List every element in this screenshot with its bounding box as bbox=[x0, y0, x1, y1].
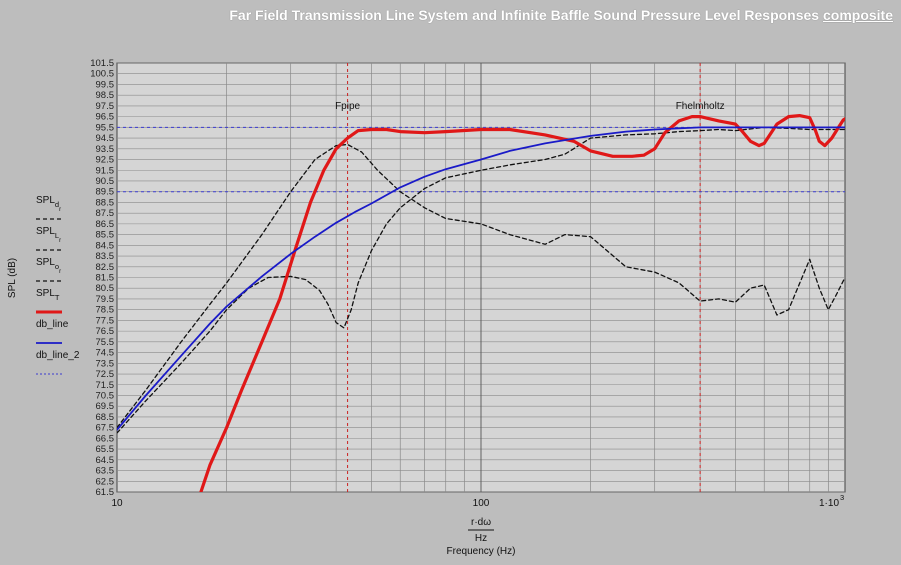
y-tick-label: 76.5 bbox=[96, 326, 115, 337]
legend-label: SPLT bbox=[36, 288, 60, 302]
y-tick-label: 70.5 bbox=[96, 390, 115, 401]
y-tick-label: 80.5 bbox=[96, 283, 115, 294]
y-tick-label: 82.5 bbox=[96, 262, 115, 273]
y-tick-label: 78.5 bbox=[96, 305, 115, 316]
series-line-spl-l bbox=[117, 126, 845, 434]
y-tick-label: 69.5 bbox=[96, 401, 115, 412]
y-tick-label: 81.5 bbox=[96, 273, 115, 284]
series-line-spl-d bbox=[117, 143, 845, 429]
guide-label: Fpipe bbox=[335, 101, 360, 112]
y-tick-label: 90.5 bbox=[96, 176, 115, 187]
series-line-spl-o bbox=[117, 126, 845, 431]
legend-label: db_line bbox=[36, 319, 69, 330]
y-tick-label: 95.5 bbox=[96, 122, 115, 133]
y-tick-label: 84.5 bbox=[96, 240, 115, 251]
y-tick-label: 72.5 bbox=[96, 369, 115, 380]
y-axis-label: SPL (dB) bbox=[7, 258, 18, 298]
y-tick-label: 89.5 bbox=[96, 187, 115, 198]
y-tick-label: 74.5 bbox=[96, 348, 115, 359]
y-tick-label: 75.5 bbox=[96, 337, 115, 348]
chart-title: Far Field Transmission Line System and I… bbox=[229, 7, 893, 23]
legend-label: SPLdr bbox=[36, 195, 61, 213]
y-tick-label: 83.5 bbox=[96, 251, 115, 262]
y-tick-label: 91.5 bbox=[96, 165, 115, 176]
y-tick-label: 100.5 bbox=[90, 69, 114, 80]
legend-label: SPLLr bbox=[36, 226, 61, 244]
y-tick-label: 77.5 bbox=[96, 315, 115, 326]
x-tick-label: 10 bbox=[111, 498, 123, 509]
y-tick-label: 92.5 bbox=[96, 155, 115, 166]
y-tick-label: 65.5 bbox=[96, 444, 115, 455]
series-layer bbox=[117, 113, 845, 492]
y-tick-labels: 61.562.563.564.565.566.567.568.569.570.5… bbox=[90, 58, 114, 498]
x-tick-label: 100 bbox=[473, 498, 490, 509]
y-tick-label: 98.5 bbox=[96, 90, 115, 101]
y-tick-label: 99.5 bbox=[96, 79, 115, 90]
grid-layer bbox=[117, 62, 845, 493]
y-tick-label: 68.5 bbox=[96, 412, 115, 423]
y-tick-label: 101.5 bbox=[90, 58, 114, 69]
y-tick-label: 96.5 bbox=[96, 112, 115, 123]
guide-label: Fhelmholtz bbox=[676, 101, 725, 112]
legend: SPLdr SPLLr SPLor SPLT db_line db_line_2 bbox=[36, 195, 80, 375]
composite-link[interactable]: composite bbox=[822, 7, 893, 23]
y-tick-label: 62.5 bbox=[96, 476, 115, 487]
legend-label: db_line_2 bbox=[36, 350, 80, 361]
y-tick-label: 93.5 bbox=[96, 144, 115, 155]
x-axis-label: Frequency (Hz) bbox=[447, 546, 516, 557]
y-tick-label: 67.5 bbox=[96, 423, 115, 434]
x-tick-label: 1·10 bbox=[819, 498, 839, 509]
y-tick-label: 79.5 bbox=[96, 294, 115, 305]
x-tick-exponent: 3 bbox=[840, 493, 844, 502]
legend-label: SPLor bbox=[36, 257, 61, 275]
y-tick-label: 94.5 bbox=[96, 133, 115, 144]
x-axis-num-label: r·dω bbox=[471, 517, 491, 528]
series-line-spl-t bbox=[199, 113, 845, 492]
y-tick-label: 63.5 bbox=[96, 466, 115, 477]
y-tick-label: 86.5 bbox=[96, 219, 115, 230]
chart-title-text: Far Field Transmission Line System and I… bbox=[229, 7, 820, 23]
y-tick-label: 88.5 bbox=[96, 197, 115, 208]
x-tick-labels: 10 100 1·103 bbox=[111, 493, 844, 509]
y-tick-label: 85.5 bbox=[96, 230, 115, 241]
y-tick-label: 87.5 bbox=[96, 208, 115, 219]
y-tick-label: 61.5 bbox=[96, 487, 115, 498]
y-tick-label: 64.5 bbox=[96, 455, 115, 466]
y-tick-label: 97.5 bbox=[96, 101, 115, 112]
y-tick-label: 73.5 bbox=[96, 358, 115, 369]
y-tick-label: 71.5 bbox=[96, 380, 115, 391]
x-axis-den-label: Hz bbox=[475, 533, 487, 544]
y-tick-label: 66.5 bbox=[96, 433, 115, 444]
